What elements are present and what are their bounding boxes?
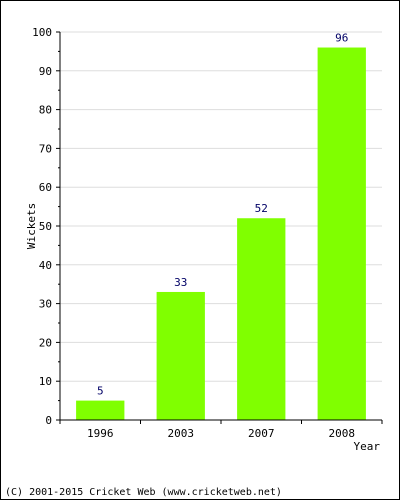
bar-2007 <box>237 218 286 420</box>
y-tick-label: 20 <box>39 336 52 349</box>
y-tick-label: 80 <box>39 104 52 117</box>
bars <box>76 47 366 421</box>
bar-2003 <box>156 291 205 420</box>
x-tick-label: 2008 <box>329 427 356 440</box>
x-tick-label: 2007 <box>248 427 275 440</box>
y-tick-label: 10 <box>39 375 52 388</box>
y-axis-title: Wickets <box>25 203 38 249</box>
y-tick-label: 40 <box>39 259 52 272</box>
data-label-2008: 96 <box>335 32 348 45</box>
x-tick-label: 2003 <box>168 427 195 440</box>
grid-lines <box>60 31 382 382</box>
bar-2008 <box>317 47 366 421</box>
data-label-1996: 5 <box>97 385 104 398</box>
axes <box>56 31 383 424</box>
copyright-text: (C) 2001-2015 Cricket Web (www.cricketwe… <box>5 487 282 498</box>
x-axis-title: Year <box>354 440 381 453</box>
data-label-2007: 52 <box>255 202 268 215</box>
data-label-2003: 33 <box>174 276 187 289</box>
x-tick-label: 1996 <box>87 427 114 440</box>
y-tick-label: 60 <box>39 181 52 194</box>
y-tick-label: 0 <box>45 414 52 427</box>
y-tick-label: 30 <box>39 298 52 311</box>
y-tick-label: 70 <box>39 142 52 155</box>
bar-1996 <box>76 400 125 420</box>
y-tick-label: 90 <box>39 65 52 78</box>
y-tick-label: 50 <box>39 220 52 233</box>
labels: 0 10 20 30 40 50 60 70 80 90 100 5 1996 33 2003 52 2007 9… <box>25 26 380 453</box>
y-tick-label: 100 <box>32 26 52 39</box>
